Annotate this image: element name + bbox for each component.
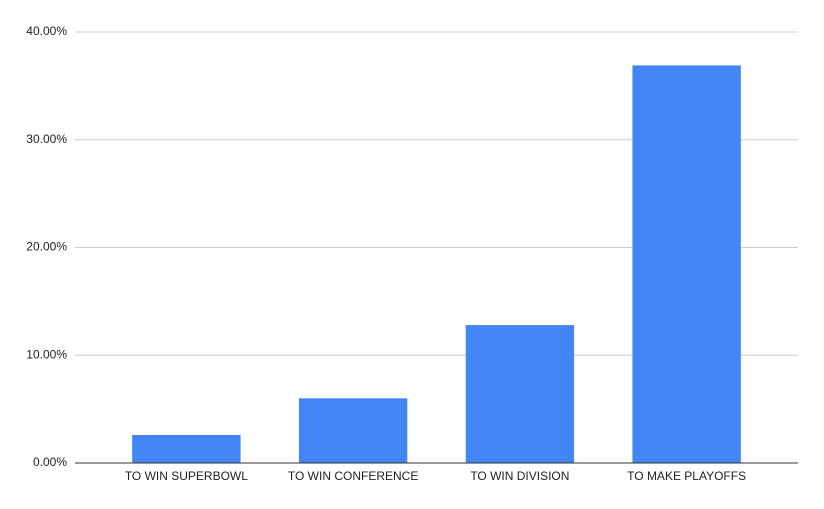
y-tick-label: 30.00% [26, 132, 67, 146]
x-tick-label: TO MAKE PLAYOFFS [627, 469, 746, 483]
bar [465, 325, 575, 463]
x-tick-label: TO WIN SUPERBOWL [125, 469, 248, 483]
bar [132, 434, 241, 463]
y-tick-label: 20.00% [26, 240, 67, 254]
y-tick-label: 40.00% [26, 24, 67, 38]
bar [298, 398, 408, 463]
x-tick-label: TO WIN CONFERENCE [288, 469, 418, 483]
x-tick-label: TO WIN DIVISION [470, 469, 569, 483]
bar [632, 65, 741, 463]
y-tick-label: 10.00% [26, 347, 67, 361]
y-tick-label: 0.00% [33, 455, 67, 469]
